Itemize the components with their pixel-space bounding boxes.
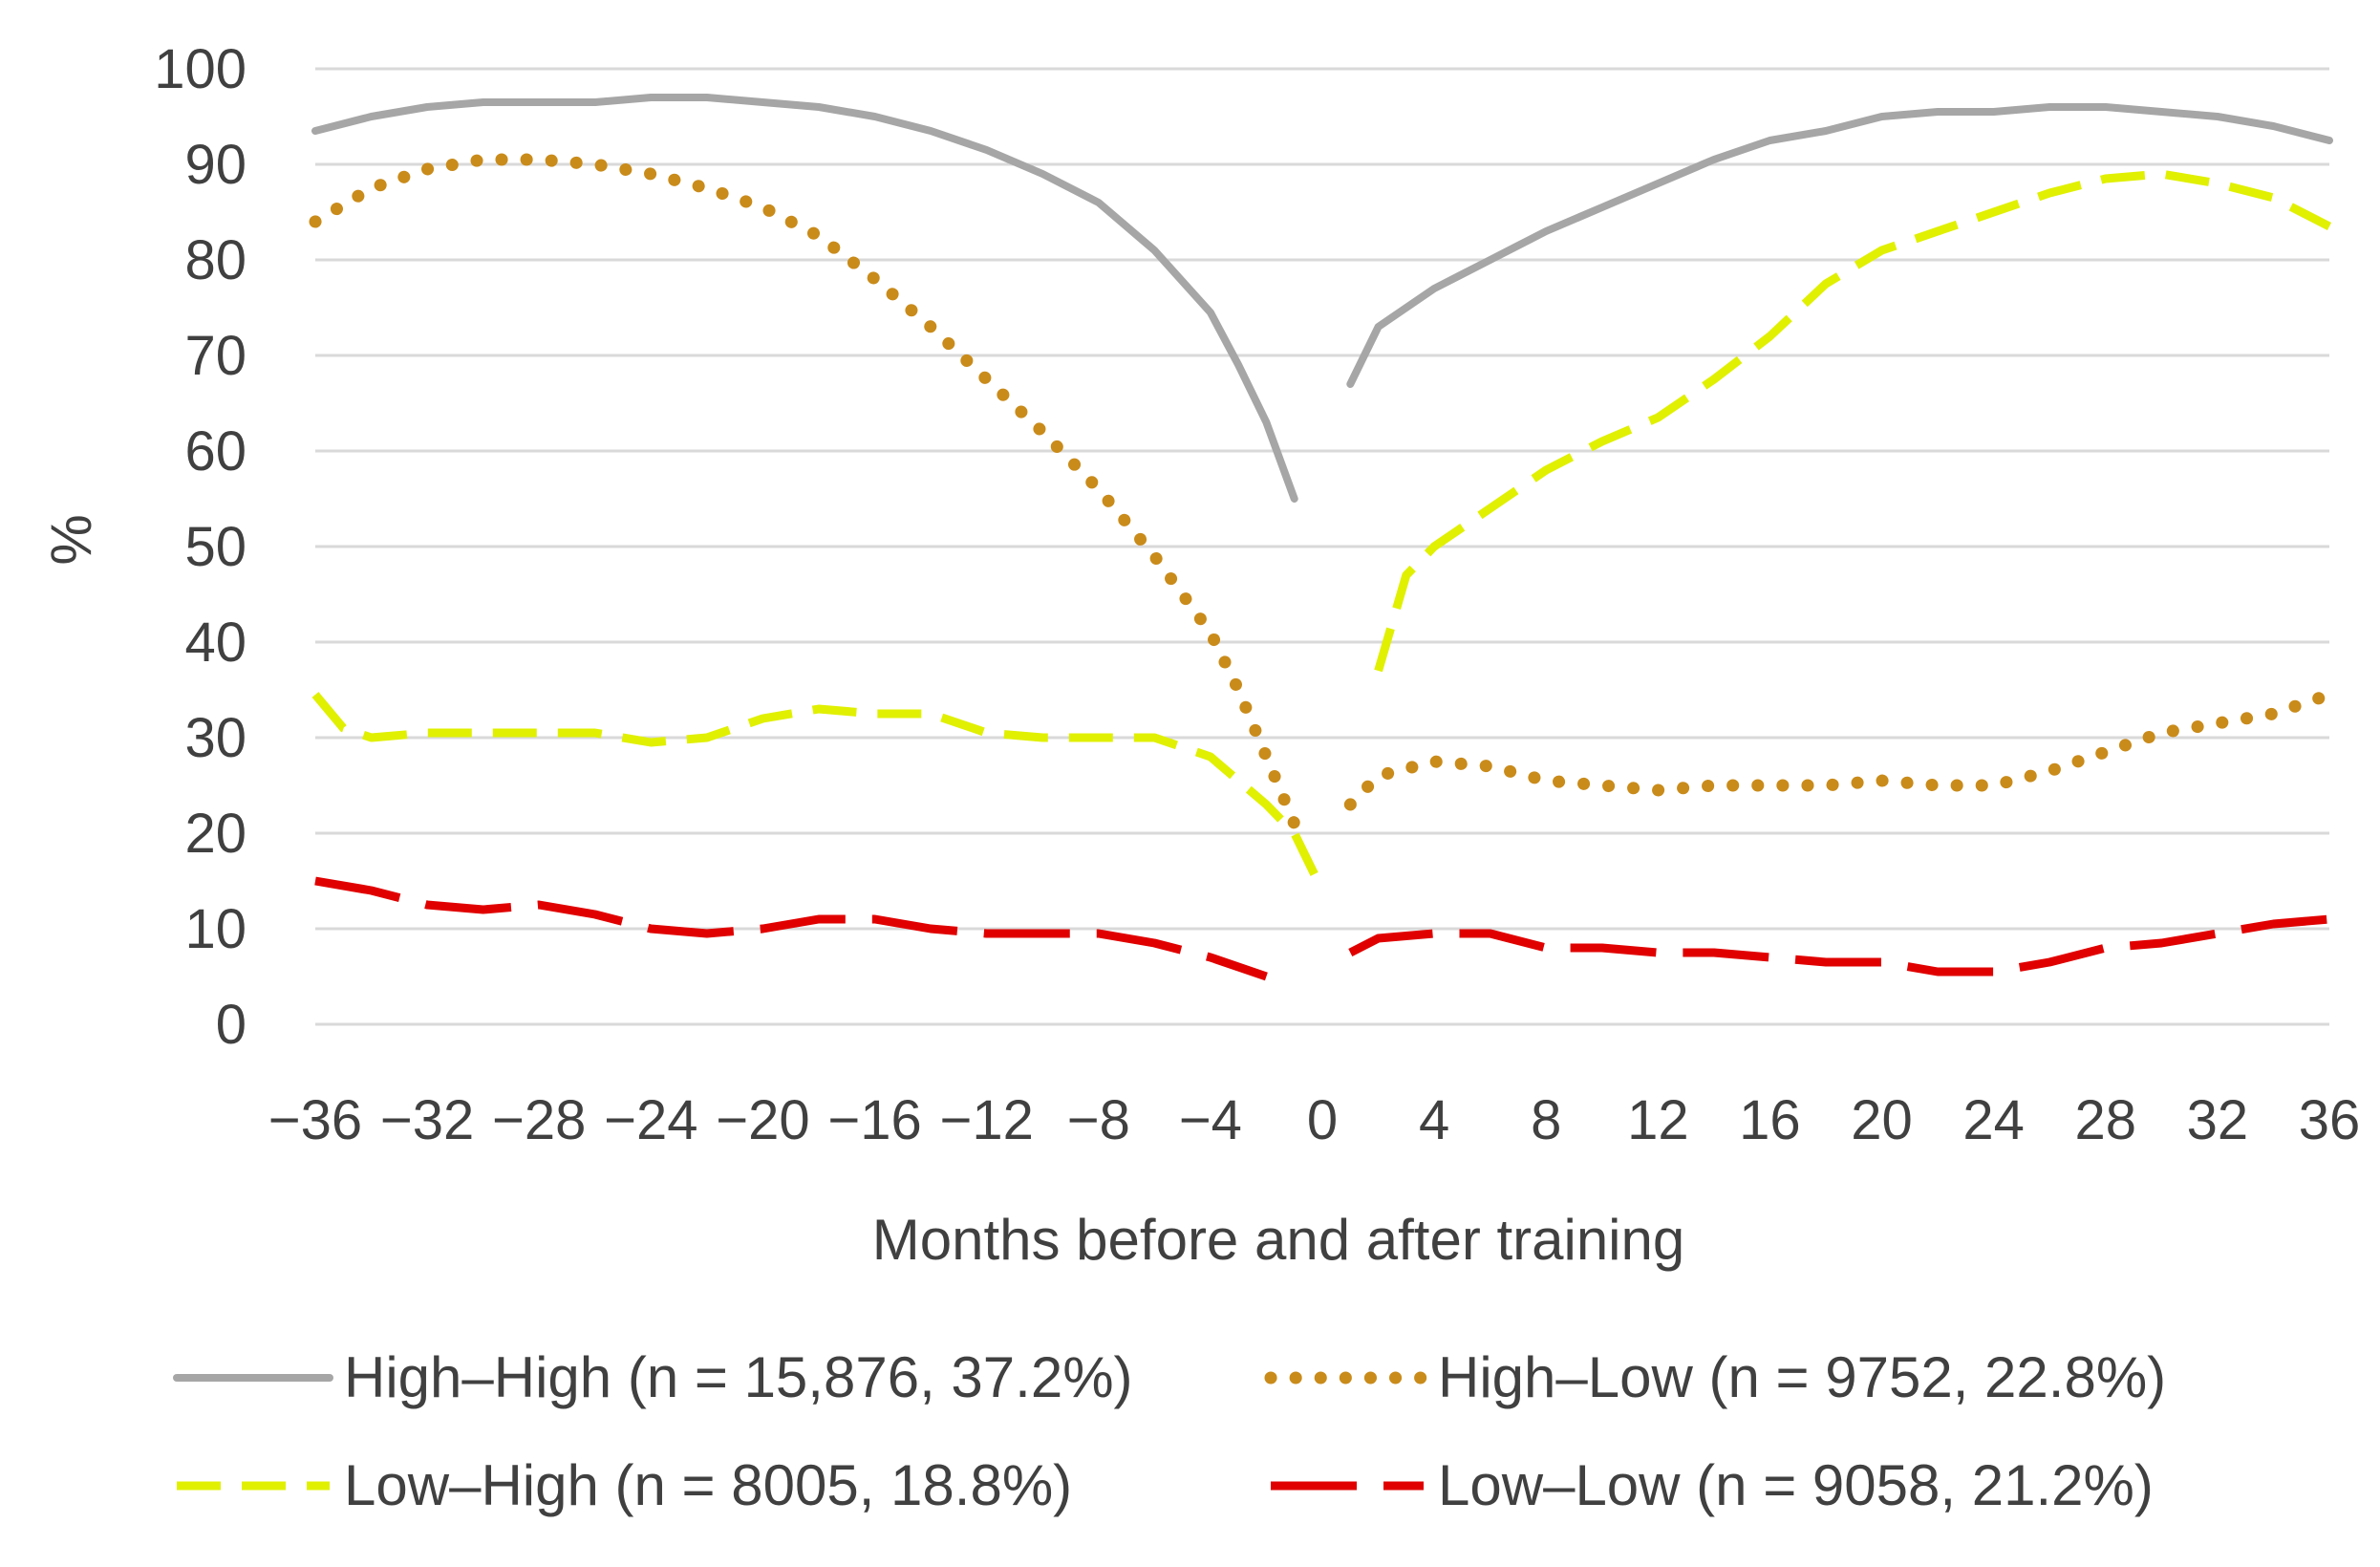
legend-label: High–High (n = 15,876, 37.2%): [344, 1345, 1133, 1409]
series-line-after: [1348, 914, 2330, 977]
series-2: [309, 153, 2336, 830]
y-tick-label: 90: [184, 134, 247, 196]
y-tick-label: 40: [184, 612, 247, 674]
x-tick-label: 4: [1419, 1089, 1449, 1151]
x-tick-label: 8: [1531, 1089, 1561, 1151]
x-axis-label: Months before and after training: [872, 1208, 1685, 1272]
x-tick-label: −20: [716, 1089, 809, 1151]
series-line-after: [1374, 169, 2332, 673]
y-tick-label: 60: [184, 420, 247, 483]
legend-label: High–Low (n = 9752, 22.8%): [1438, 1345, 2166, 1409]
legend-item: High–High (n = 15,876, 37.2%): [173, 1345, 1133, 1409]
series-4: [314, 876, 2330, 981]
y-tick-label: 30: [184, 707, 247, 769]
series-3: [311, 169, 2332, 892]
y-tick-label: 80: [184, 229, 247, 291]
x-tick-label: −8: [1067, 1089, 1130, 1151]
x-tick-label: 12: [1627, 1089, 1689, 1151]
y-tick-label: 0: [216, 994, 247, 1056]
x-tick-label: −28: [492, 1089, 586, 1151]
y-axis-label: %: [39, 514, 103, 565]
series-line-before: [309, 153, 1301, 830]
series-line-before: [311, 94, 1298, 503]
x-axis-tick-labels: −36 −32 −28 −24 −20 −16 −12 −8 −4 0 4 8 12 16 20 24 28 32…: [268, 1089, 2360, 1151]
y-tick-label: 20: [184, 803, 247, 865]
series-1: [311, 94, 2333, 503]
legend-item: High–Low (n = 9752, 22.8%): [1264, 1345, 2166, 1409]
series-lines: [309, 94, 2336, 981]
series-line-after: [1343, 688, 2336, 811]
x-tick-label: 20: [1851, 1089, 1913, 1151]
y-tick-label: 50: [184, 516, 247, 578]
y-tick-label: 100: [154, 38, 247, 100]
x-tick-label: 28: [2075, 1089, 2137, 1151]
x-tick-label: 16: [1739, 1089, 1801, 1151]
series-line-before: [314, 876, 1268, 981]
x-tick-label: 0: [1307, 1089, 1338, 1151]
y-tick-label: 10: [184, 898, 247, 960]
legend-item: Low–High (n = 8005, 18.8%): [177, 1453, 1072, 1517]
legend-label: Low–Low (n = 9058, 21.2%): [1438, 1453, 2154, 1517]
x-tick-label: −12: [939, 1089, 1033, 1151]
series-line-after: [1346, 103, 2333, 388]
y-tick-label: 70: [184, 325, 247, 387]
x-tick-label: −32: [380, 1089, 474, 1151]
x-tick-label: −24: [604, 1089, 697, 1151]
x-tick-label: 36: [2299, 1089, 2361, 1151]
gridlines: [315, 67, 2329, 1026]
y-axis-tick-labels: 0 10 20 30 40 50 60 70 80 90 100: [154, 38, 247, 1056]
x-tick-label: −16: [827, 1089, 921, 1151]
x-tick-label: −4: [1179, 1089, 1242, 1151]
x-tick-label: 32: [2187, 1089, 2249, 1151]
x-tick-label: −36: [268, 1089, 362, 1151]
legend: High–High (n = 15,876, 37.2%) High–Low (n…: [173, 1345, 2166, 1517]
x-tick-label: 24: [1962, 1089, 2025, 1151]
legend-label: Low–High (n = 8005, 18.8%): [344, 1453, 1072, 1517]
legend-item: Low–Low (n = 9058, 21.2%): [1271, 1453, 2154, 1517]
series-line-before: [311, 692, 1327, 892]
